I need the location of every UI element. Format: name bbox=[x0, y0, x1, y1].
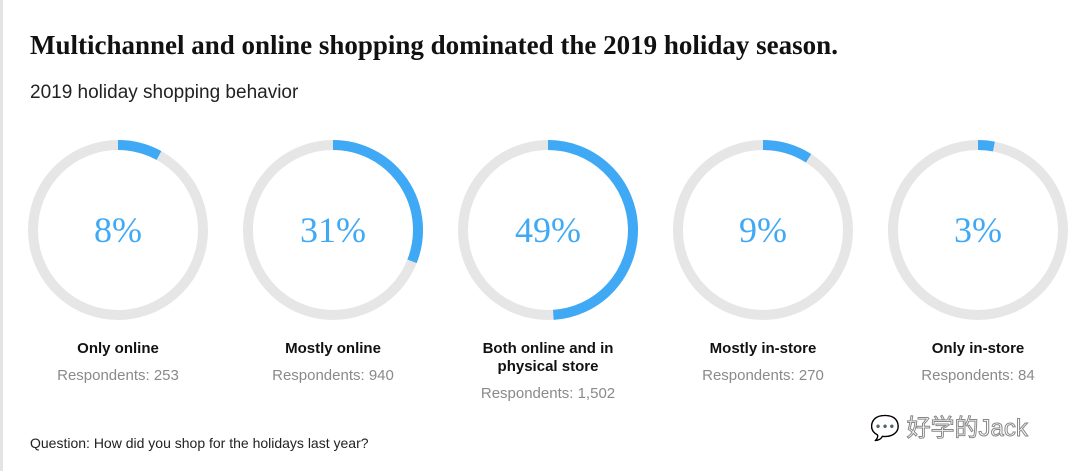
donut-arc bbox=[332, 140, 423, 264]
respondents-count: Respondents: 84 bbox=[921, 367, 1035, 384]
category-name: Both online and in physical store bbox=[482, 340, 614, 375]
category-label: Only in-store Respondents: 84 bbox=[878, 340, 1078, 384]
value-label: 9% bbox=[739, 210, 787, 250]
category-label: Both online and in physical store Respond… bbox=[448, 340, 648, 402]
donut-arc bbox=[547, 140, 638, 320]
chart-subtitle: 2019 holiday shopping behavior bbox=[30, 82, 299, 103]
category-name: Mostly in-store bbox=[709, 340, 817, 357]
chart-title: Multichannel and online shopping dominat… bbox=[30, 30, 838, 60]
question-note: Question: How did you shop for the holid… bbox=[30, 435, 369, 451]
donut-arc bbox=[977, 140, 995, 152]
category-name: Only online bbox=[77, 340, 159, 357]
respondents-count: Respondents: 1,502 bbox=[480, 385, 616, 402]
respondents-count: Respondents: 270 bbox=[702, 367, 824, 384]
donut-charts: 8% 31% 49% 9% 3% bbox=[28, 140, 1068, 320]
category-label: Mostly online Respondents: 940 bbox=[233, 340, 433, 384]
respondents-count: Respondents: 253 bbox=[57, 367, 179, 384]
category-label: Only online Respondents: 253 bbox=[18, 340, 218, 384]
category-name: Mostly online bbox=[285, 340, 381, 357]
wechat-icon: 💬 bbox=[870, 415, 901, 443]
left-border bbox=[0, 0, 3, 471]
category-label: Mostly in-store Respondents: 270 bbox=[663, 340, 863, 384]
respondents-count: Respondents: 940 bbox=[272, 367, 394, 384]
donut-arc bbox=[762, 140, 812, 163]
value-label: 3% bbox=[954, 210, 1002, 250]
value-label: 49% bbox=[515, 210, 581, 250]
value-label: 8% bbox=[94, 210, 142, 250]
category-name: Only in-store bbox=[931, 340, 1025, 357]
donut-arc bbox=[117, 140, 162, 160]
watermark: 💬 好学的Jack bbox=[870, 415, 1029, 443]
value-label: 31% bbox=[300, 210, 366, 250]
